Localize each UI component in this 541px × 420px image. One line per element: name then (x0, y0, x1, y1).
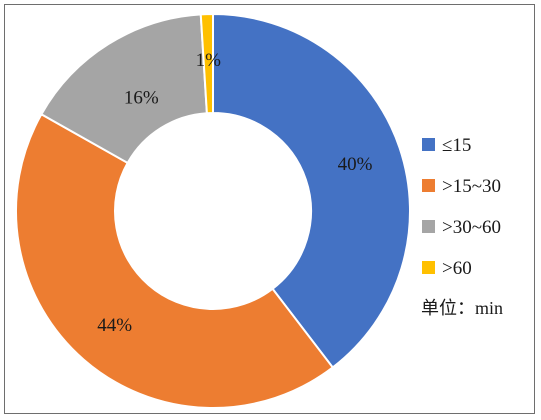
donut-slice (15, 112, 335, 409)
donut-slice (199, 12, 214, 115)
legend-swatch (422, 179, 435, 192)
legend-swatch (422, 138, 435, 151)
slice-labels: 40% 44% 16% 1% (97, 50, 372, 336)
donut-slices (15, 12, 411, 409)
donut-slice (40, 13, 208, 165)
unit-note: 单位：min (421, 298, 503, 318)
slice-data-label: 44% (97, 315, 132, 336)
legend-label: >30~60 (442, 217, 501, 238)
donut-slice (212, 12, 411, 369)
legend-label: >15~30 (442, 176, 501, 197)
legend-label: ≤15 (442, 135, 471, 156)
slice-data-label: 16% (124, 88, 159, 109)
slice-data-label: 40% (338, 154, 373, 175)
legend: ≤15 >15~30 >30~60 >60 (422, 135, 501, 279)
legend-swatch (422, 261, 435, 274)
legend-label: >60 (442, 258, 472, 279)
legend-swatch (422, 220, 435, 233)
slice-data-label: 1% (196, 50, 222, 71)
